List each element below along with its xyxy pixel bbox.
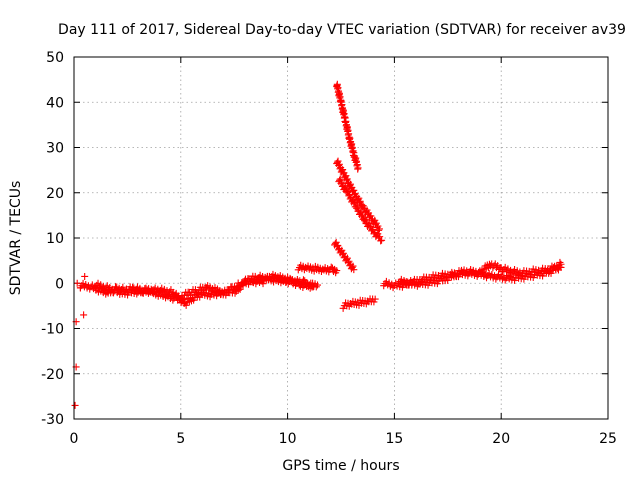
data-point (377, 237, 385, 245)
data-point (358, 211, 366, 219)
data-point (351, 189, 359, 197)
data-point (343, 254, 351, 262)
y-tick-labels: -30 -20 -10 0 10 20 30 40 50 (41, 50, 64, 428)
data-point (339, 249, 347, 257)
data-point (71, 401, 79, 409)
data-point (345, 257, 353, 265)
data-point (351, 198, 359, 206)
data-point (338, 246, 346, 254)
data-point (342, 172, 350, 180)
data-point (341, 183, 349, 191)
data-point (347, 180, 355, 188)
data-point (239, 281, 247, 289)
data-point (376, 233, 384, 241)
x-tick-label: 10 (279, 431, 297, 447)
data-point (236, 285, 244, 293)
data-point (343, 175, 351, 183)
data-point (444, 276, 452, 284)
x-tick-labels: 0 5 10 15 20 25 (70, 431, 617, 447)
data-point (309, 283, 317, 291)
data-point (452, 273, 460, 281)
data-point (353, 203, 361, 211)
x-tick-label: 5 (176, 431, 185, 447)
data-point (352, 200, 360, 208)
data-point (307, 279, 315, 287)
data-point (81, 272, 89, 280)
data-point (350, 186, 358, 194)
x-tick-label: 20 (492, 431, 510, 447)
data-point (339, 166, 347, 174)
data-point (349, 262, 357, 270)
data-point (479, 268, 487, 276)
data-point (80, 311, 88, 319)
y-tick-label: 50 (46, 50, 64, 66)
data-point (371, 295, 379, 303)
data-point (182, 301, 190, 309)
data-point (344, 187, 352, 195)
chart-title: Day 111 of 2017, Sidereal Day-to-day VTE… (58, 22, 626, 38)
data-point (378, 236, 386, 244)
data-point (375, 225, 383, 233)
data-point (346, 191, 354, 199)
data-point (247, 275, 255, 283)
data-point (333, 267, 341, 275)
data-point (190, 296, 198, 304)
y-tick-label: -20 (41, 367, 64, 383)
y-tick-label: 0 (55, 276, 64, 292)
data-point (119, 283, 127, 291)
data-point (350, 266, 358, 274)
x-tick-label: 25 (599, 431, 617, 447)
y-tick-label: -30 (41, 412, 64, 428)
x-tick-label: 0 (70, 431, 79, 447)
data-point (375, 226, 383, 234)
plot-frame (73, 56, 609, 420)
y-tick-label: 10 (46, 231, 64, 247)
data-point (133, 290, 141, 298)
data-point (335, 160, 343, 168)
data-point (259, 280, 267, 288)
y-tick-label: 30 (46, 141, 64, 157)
data-point (354, 164, 362, 172)
data-point (334, 241, 342, 249)
data-point (314, 281, 322, 289)
data-point (355, 194, 363, 202)
data-point (557, 260, 565, 268)
data-point (357, 208, 365, 216)
data-point (349, 195, 357, 203)
data-point (338, 178, 346, 186)
data-point (73, 279, 81, 287)
data-points (71, 80, 565, 409)
y-tick-label: 40 (46, 95, 64, 111)
data-point (334, 157, 342, 165)
x-axis-label: GPS time / hours (282, 458, 399, 474)
data-point (299, 276, 307, 284)
y-tick-label: -10 (41, 322, 64, 338)
data-point (336, 175, 344, 183)
data-point (332, 238, 340, 246)
x-tick-label: 15 (385, 431, 403, 447)
y-axis-label: SDTVAR / TECUs (8, 181, 24, 296)
data-point (356, 197, 364, 205)
data-point (554, 264, 562, 272)
y-tick-label: 20 (46, 186, 64, 202)
